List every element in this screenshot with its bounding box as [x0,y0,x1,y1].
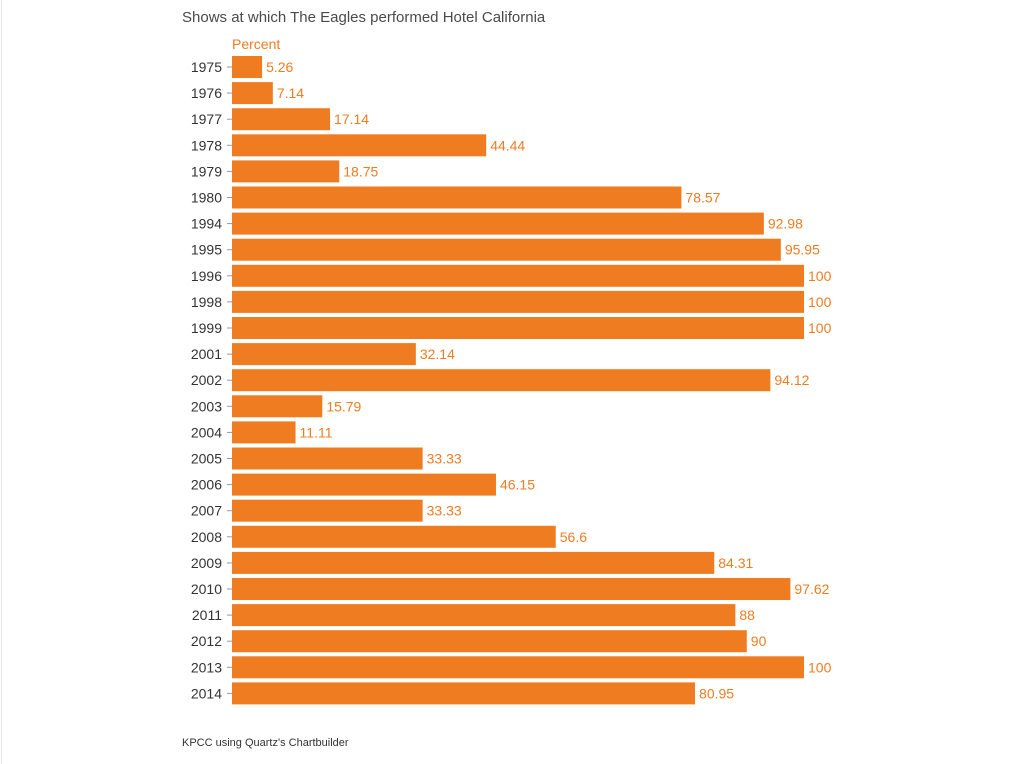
bar [232,395,323,418]
bar [232,656,804,679]
value-label: 100 [808,320,832,336]
y-tick-label: 1996 [191,268,222,284]
y-tick-label: 2011 [192,607,222,623]
bar [232,56,263,78]
y-tick-label: 1998 [191,294,222,310]
y-tick-label: 1980 [191,190,222,206]
y-tick-label: 1999 [191,320,222,336]
bar [232,551,715,574]
y-tick-label: 2007 [191,503,222,519]
bar [232,682,696,705]
bar [232,630,747,653]
value-label: 7.14 [277,85,304,101]
value-label: 94.12 [774,372,809,388]
y-tick-label: 2010 [191,581,222,597]
bar [232,604,736,627]
bar [232,499,423,522]
value-label: 78.57 [685,190,720,206]
value-label: 56.6 [560,529,587,545]
value-label: 95.95 [785,242,820,258]
value-label: 92.98 [768,216,803,232]
chart-title: Shows at which The Eagles performed Hote… [182,9,546,26]
bar [232,212,764,235]
value-label: 90 [751,633,767,649]
value-label: 97.62 [794,581,829,597]
unit-label: Percent [232,36,280,52]
value-label: 100 [808,659,832,675]
value-label: 17.14 [334,111,369,127]
y-tick-label: 1995 [191,242,222,258]
y-tick-label: 2006 [191,477,222,493]
value-label: 46.15 [500,477,535,493]
value-label: 33.33 [427,451,462,467]
y-tick-label: 1976 [191,85,222,101]
y-tick-label: 2001 [191,346,222,362]
bar [232,421,296,444]
value-label: 5.26 [266,59,293,75]
y-tick-label: 2013 [191,659,222,675]
bar [232,134,487,157]
bar [232,369,771,392]
y-tick-label: 2002 [191,372,222,388]
value-label: 33.33 [427,503,462,519]
y-tick-label: 1975 [191,59,222,75]
y-tick-label: 1977 [191,111,222,127]
bar [232,108,331,131]
bar [232,578,791,600]
y-tick-label: 2008 [191,529,222,545]
bar [232,473,496,496]
bar [232,343,416,366]
value-label: 88 [739,607,755,623]
value-label: 80.95 [699,685,734,701]
source-credit: KPCC using Quartz's Chartbuilder [182,737,349,749]
value-label: 32.14 [420,346,455,362]
value-label: 15.79 [326,398,361,414]
y-tick-label: 2005 [191,451,222,467]
bar [232,264,804,287]
value-label: 100 [808,294,832,310]
y-tick-label: 2004 [191,424,222,440]
bar [232,186,682,209]
y-tick-label: 2014 [191,685,222,701]
value-label: 100 [808,268,832,284]
y-tick-label: 2012 [191,633,222,649]
value-label: 84.31 [718,555,753,571]
value-label: 18.75 [343,163,378,179]
y-tick-label: 1978 [191,137,222,153]
y-tick-label: 1994 [191,216,222,232]
bar [232,447,423,470]
bar [232,317,804,339]
value-label: 11.11 [300,424,333,440]
bar [232,290,804,313]
bar [232,238,781,261]
bar [232,82,273,105]
y-tick-label: 1979 [191,163,222,179]
y-tick-label: 2009 [191,555,222,571]
value-label: 44.44 [490,137,525,153]
y-tick-label: 2003 [191,398,222,414]
bar [232,160,340,183]
bar [232,525,556,548]
left-edge-divider [1,0,2,764]
